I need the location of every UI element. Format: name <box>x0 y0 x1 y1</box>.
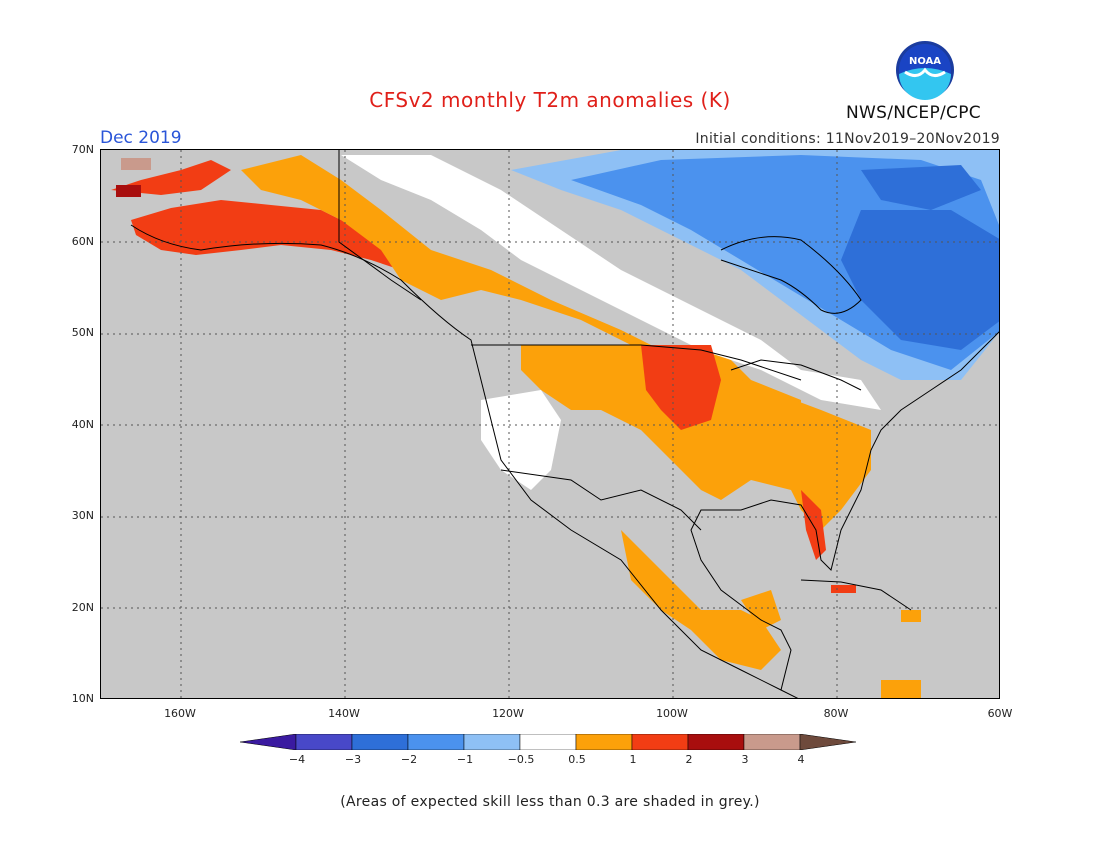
colorbar-label: −1 <box>456 753 474 766</box>
lon-label: 80W <box>823 707 849 720</box>
colorbar-cell <box>519 734 577 750</box>
colorbar <box>240 734 857 750</box>
political-borders <box>338 150 802 531</box>
colorbar-label: −4 <box>288 753 306 766</box>
svg-text:NOAA: NOAA <box>909 56 941 67</box>
map-canvas <box>101 150 999 698</box>
lat-label: 30N <box>71 509 94 522</box>
mexico-warm-region <box>621 530 781 670</box>
colorbar-label: 4 <box>797 753 805 766</box>
forecast-period: Dec 2019 <box>100 128 182 148</box>
colorbar-label: 2 <box>685 753 693 766</box>
lon-label: 160W <box>164 707 196 720</box>
us-warm-region <box>521 345 871 530</box>
alaska-warm-region <box>131 200 401 270</box>
anomaly-map <box>100 149 1000 699</box>
lat-label: 70N <box>71 143 94 156</box>
lat-label: 60N <box>71 235 94 248</box>
lat-label: 20N <box>71 601 94 614</box>
colorbar-label: −3 <box>344 753 362 766</box>
skill-note: (Areas of expected skill less than 0.3 a… <box>340 794 760 810</box>
colorbar-label: 0.5 <box>568 753 586 766</box>
near-normal-band <box>341 155 881 410</box>
colorbar-label: 1 <box>629 753 637 766</box>
central-us-hot-region <box>641 345 721 430</box>
colorbar-cell <box>407 734 465 750</box>
colorbar-cell <box>295 734 353 750</box>
lat-label: 10N <box>71 692 94 705</box>
lat-label: 40N <box>71 418 94 431</box>
colorbar-end-high <box>799 734 857 750</box>
colorbar-label: −0.5 <box>507 753 535 766</box>
organization-label: NWS/NCEP/CPC <box>846 103 981 123</box>
graticule <box>101 150 999 698</box>
map-title: CFSv2 monthly T2m anomalies (K) <box>369 88 731 112</box>
lon-label: 120W <box>492 707 524 720</box>
colorbar-cell <box>687 734 745 750</box>
colorbar-cell <box>351 734 409 750</box>
lon-label: 140W <box>328 707 360 720</box>
colorbar-cell <box>463 734 521 750</box>
colorbar-label: 3 <box>741 753 749 766</box>
colorbar-cell <box>743 734 801 750</box>
colorbar-end-low <box>240 734 297 750</box>
lon-label: 60W <box>987 707 1013 720</box>
colorbar-label: −2 <box>400 753 418 766</box>
colorbar-cell <box>575 734 633 750</box>
lat-label: 50N <box>71 326 94 339</box>
lon-label: 100W <box>656 707 688 720</box>
colorbar-cell <box>631 734 689 750</box>
noaa-logo: NOAA <box>896 41 954 100</box>
initial-conditions: Initial conditions: 11Nov2019–20Nov2019 <box>695 131 1000 147</box>
